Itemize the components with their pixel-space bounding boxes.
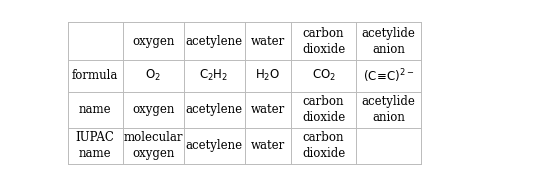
Text: acetylide
anion: acetylide anion (362, 27, 416, 56)
Text: water: water (251, 139, 285, 152)
Text: $\mathsf{H_2O}$: $\mathsf{H_2O}$ (255, 68, 280, 84)
Text: acetylide
anion: acetylide anion (362, 95, 416, 124)
Text: $\mathsf{CO_2}$: $\mathsf{CO_2}$ (312, 68, 336, 84)
Text: oxygen: oxygen (132, 35, 174, 48)
Text: IUPAC
name: IUPAC name (76, 131, 115, 160)
Text: $(\mathsf{C{\!\equiv\!C}})^{2-}$: $(\mathsf{C{\!\equiv\!C}})^{2-}$ (363, 67, 414, 85)
Text: acetylene: acetylene (186, 103, 243, 116)
Text: $\mathsf{C_2H_2}$: $\mathsf{C_2H_2}$ (199, 68, 229, 84)
Text: acetylene: acetylene (186, 139, 243, 152)
Text: formula: formula (72, 69, 118, 82)
Text: carbon
dioxide: carbon dioxide (302, 131, 345, 160)
Text: $\mathsf{O_2}$: $\mathsf{O_2}$ (145, 68, 161, 84)
Text: water: water (251, 103, 285, 116)
Text: carbon
dioxide: carbon dioxide (302, 27, 345, 56)
Text: acetylene: acetylene (186, 35, 243, 48)
Text: name: name (79, 103, 111, 116)
Text: molecular
oxygen: molecular oxygen (123, 131, 183, 160)
Text: carbon
dioxide: carbon dioxide (302, 95, 345, 124)
Text: water: water (251, 35, 285, 48)
Text: oxygen: oxygen (132, 103, 174, 116)
